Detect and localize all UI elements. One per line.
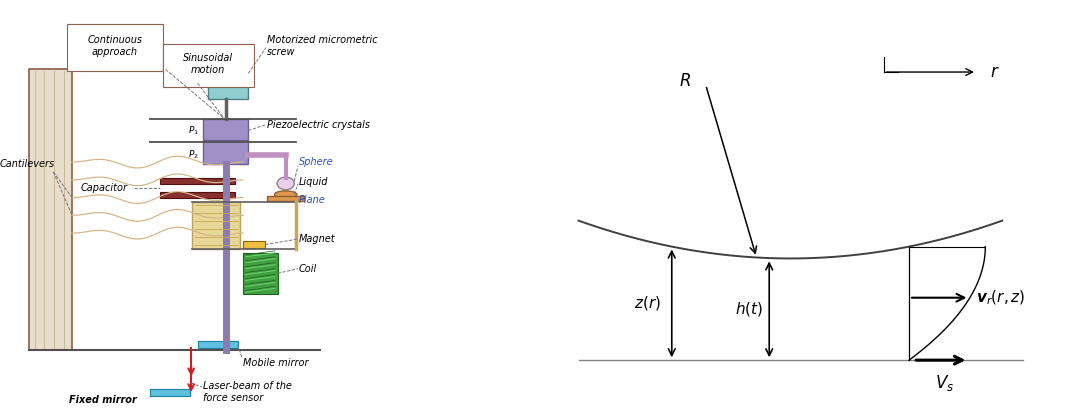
Bar	[244, 253, 278, 294]
FancyBboxPatch shape	[163, 44, 254, 87]
Bar	[160, 192, 235, 198]
Ellipse shape	[274, 191, 297, 198]
Text: Sinusoidal
motion: Sinusoidal motion	[184, 53, 233, 75]
Text: $h(t)$: $h(t)$	[735, 300, 763, 318]
Circle shape	[278, 177, 294, 190]
Text: $P_2$: $P_2$	[188, 149, 199, 161]
Bar	[160, 178, 235, 184]
Text: Magnet: Magnet	[299, 234, 335, 244]
Bar	[203, 141, 248, 164]
Text: Piezoelectric crystals: Piezoelectric crystals	[267, 120, 370, 129]
Text: Fixed mirror: Fixed mirror	[69, 395, 137, 404]
Text: $P_1$: $P_1$	[188, 124, 199, 137]
Bar	[203, 119, 248, 141]
Text: $r$: $r$	[990, 63, 1000, 81]
Bar	[30, 69, 73, 349]
Bar	[150, 388, 190, 396]
Text: Mobile mirror: Mobile mirror	[244, 358, 309, 368]
Text: Motorized micrometric
screw: Motorized micrometric screw	[267, 35, 378, 56]
Text: Coil: Coil	[299, 263, 317, 274]
Text: Capacitor: Capacitor	[80, 183, 127, 193]
Text: Continuous
approach: Continuous approach	[88, 35, 142, 56]
Text: Laser-beam of the
force sensor: Laser-beam of the force sensor	[203, 381, 292, 402]
Bar	[198, 341, 238, 349]
FancyBboxPatch shape	[66, 24, 162, 72]
Bar	[208, 48, 249, 99]
Text: Sphere: Sphere	[299, 157, 333, 167]
Text: Cantilevers: Cantilevers	[0, 159, 56, 169]
Text: $\boldsymbol{v}_r(r,z)$: $\boldsymbol{v}_r(r,z)$	[976, 289, 1025, 307]
Text: $z(r)$: $z(r)$	[634, 294, 661, 312]
Text: $R$: $R$	[679, 72, 691, 90]
Text: Liquid: Liquid	[299, 177, 329, 187]
Text: $V_s$: $V_s$	[936, 374, 955, 393]
Bar	[244, 241, 266, 248]
Bar	[267, 196, 304, 201]
Text: Plane: Plane	[299, 194, 326, 205]
Bar	[192, 201, 240, 249]
